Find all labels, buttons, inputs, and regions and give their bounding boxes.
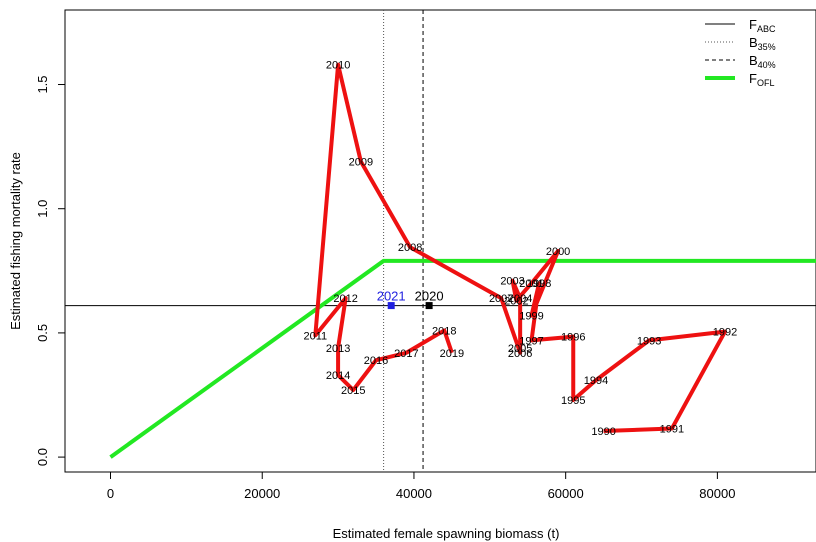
year-label-2015: 2015 (341, 385, 365, 397)
year-label-2009: 2009 (349, 157, 373, 169)
year-label-2018: 2018 (432, 325, 456, 337)
x-axis-label: Estimated female spawning biomass (t) (333, 526, 560, 541)
x-tick-label-0: 0 (107, 486, 114, 501)
year-label-2012: 2012 (333, 293, 357, 305)
plot-layer: 1990 1991 1992 1993 1994 1995 1996 1997 1998 1999… (65, 10, 816, 472)
y-axis-label: Estimated fishing mortality rate (8, 152, 23, 330)
year-label-1992: 1992 (713, 327, 737, 339)
legend-label-b35: B35% (749, 35, 776, 52)
year-label-2017: 2017 (394, 348, 418, 360)
year-label-2019: 2019 (440, 348, 464, 360)
year-label-1998: 1998 (527, 278, 551, 290)
year-label-2001: 2001 (519, 278, 543, 290)
y-tick-label-2: 1.0 (35, 200, 50, 218)
year-label-2016: 2016 (364, 355, 388, 367)
legend-label-fofl: FOFL (749, 71, 774, 88)
projection-label-2020: 2020 (415, 289, 444, 304)
projection-marker-2021 (387, 302, 395, 310)
x-tick-label-4: 80000 (699, 486, 735, 501)
year-label-2011: 2011 (304, 330, 328, 342)
legend-label-fabc: FABC (749, 17, 776, 34)
y-tick-label-0: 0.0 (35, 448, 50, 466)
year-label-1997: 1997 (519, 335, 543, 347)
y-tick-label-1: 0.5 (35, 324, 50, 342)
projection-marker-2020 (425, 302, 433, 310)
year-label-2014: 2014 (326, 370, 350, 382)
year-label-2013: 2013 (326, 343, 350, 355)
fofl-line (109, 258, 816, 459)
year-label-1995: 1995 (561, 395, 585, 407)
year-label-2010: 2010 (326, 60, 350, 72)
trajectory-line (313, 62, 727, 434)
year-label-2007: 2007 (489, 293, 513, 305)
x-tick-label-2: 40000 (396, 486, 432, 501)
legend-label-b40: B40% (749, 53, 776, 70)
year-label-1990: 1990 (591, 426, 615, 438)
year-label-2002: 2002 (504, 296, 528, 308)
year-label-1993: 1993 (637, 335, 661, 347)
y-tick-label-3: 1.5 (35, 75, 50, 93)
year-label-1991: 1991 (660, 424, 684, 436)
year-label-2006: 2006 (508, 348, 532, 360)
x-tick-label-3: 60000 (548, 486, 584, 501)
axes-layer: 0 20000 40000 60000 80000 0.0 0.5 1.0 1.5 (35, 75, 735, 501)
projection-label-2021: 2021 (377, 289, 406, 304)
year-label-2005: 2005 (508, 343, 532, 355)
year-label-2008: 2008 (398, 242, 422, 254)
year-label-1996: 1996 (561, 332, 585, 344)
year-label-2003: 2003 (500, 276, 524, 288)
plot-border (64, 9, 816, 473)
year-label-2000: 2000 (546, 246, 570, 258)
year-label-1999: 1999 (519, 311, 543, 323)
year-label-2004: 2004 (508, 293, 532, 305)
year-label-1994: 1994 (584, 375, 608, 387)
x-tick-label-1: 20000 (244, 486, 280, 501)
plot-inner: 1990 1991 1992 1993 1994 1995 1996 1997 1998 1999… (65, 10, 816, 472)
